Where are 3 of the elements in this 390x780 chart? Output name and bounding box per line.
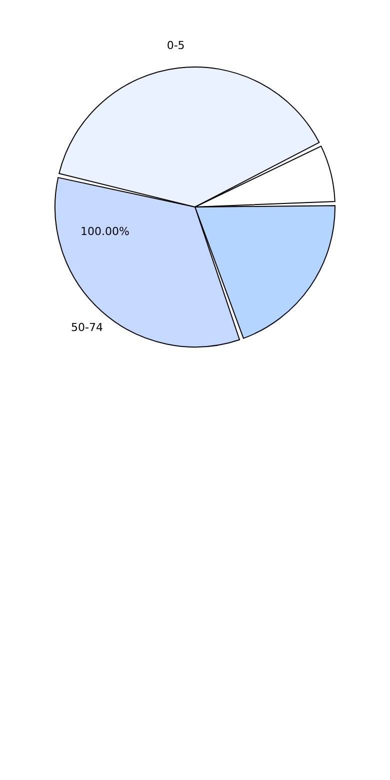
- slice-label: 0-5: [166, 39, 185, 52]
- slice-label: 50-74: [71, 320, 104, 334]
- text: 100.00%: [80, 225, 130, 238]
